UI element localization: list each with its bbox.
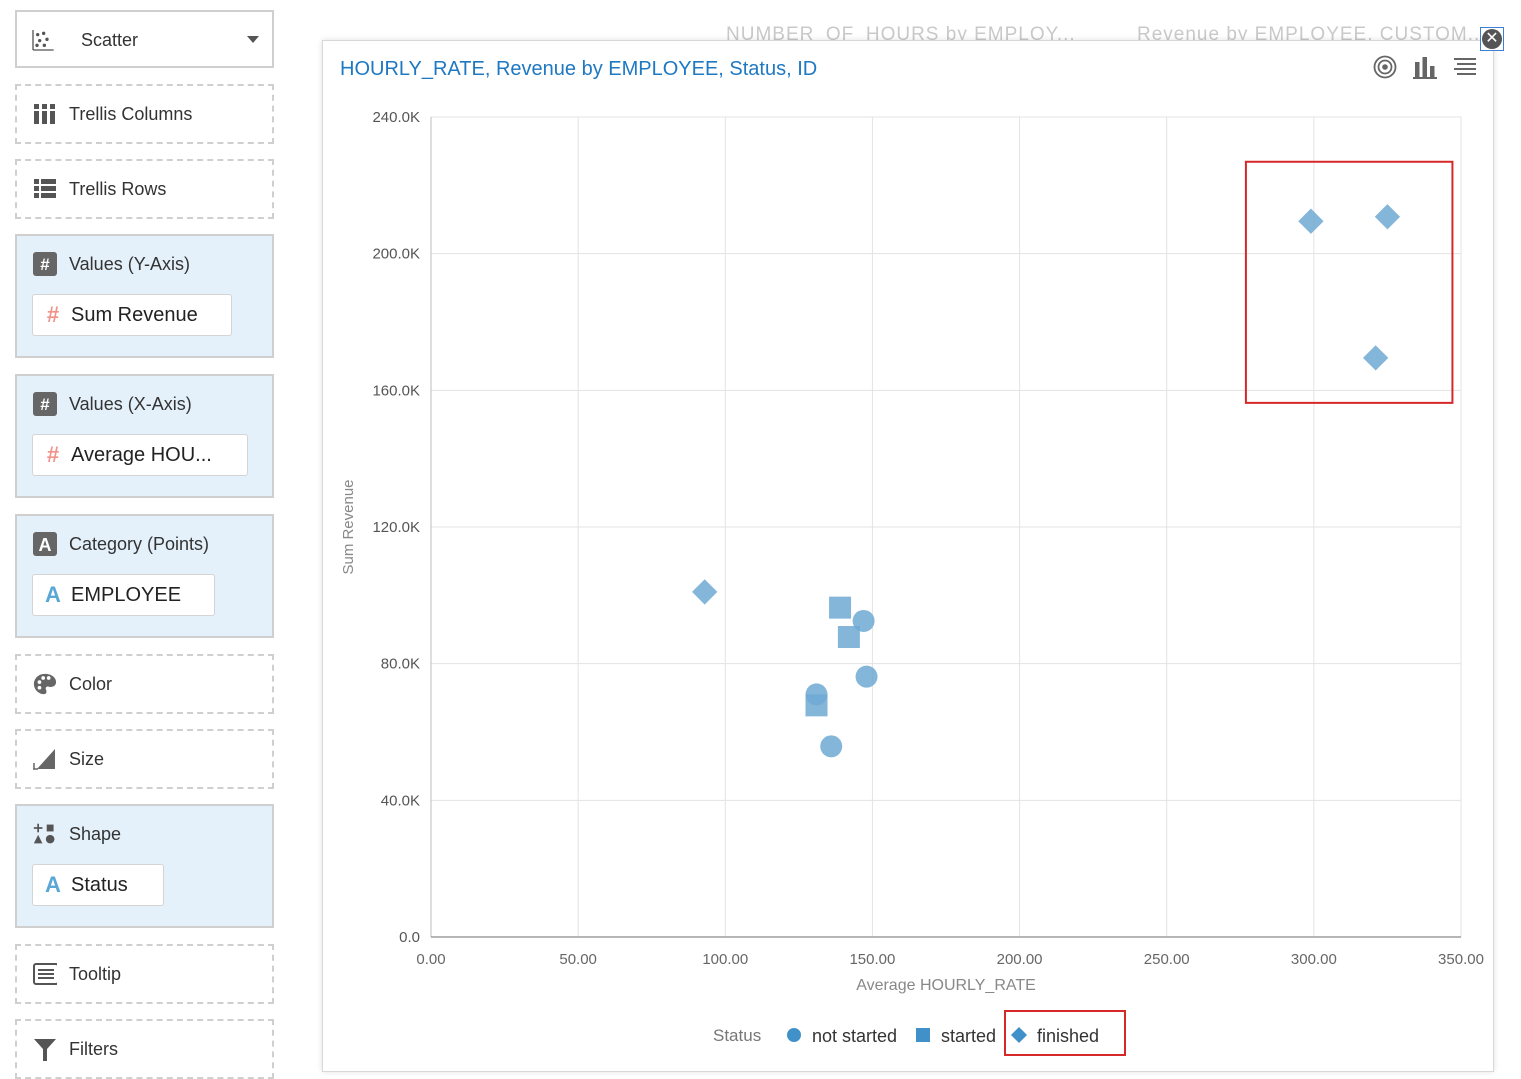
x-tick-label: 200.00 — [997, 951, 1043, 968]
shape-label: Shape — [69, 823, 122, 844]
tooltip-dropzone[interactable]: Tooltip — [15, 944, 274, 1004]
svg-text:#: # — [40, 255, 50, 274]
chart-title: HOURLY_RATE, Revenue by EMPLOYEE, Status… — [340, 58, 818, 80]
measure-hash-icon: # — [46, 442, 60, 467]
filters-dropzone[interactable]: Filters — [15, 1019, 274, 1079]
measure-hash-icon: # — [46, 302, 60, 327]
data-point-circle[interactable] — [855, 665, 878, 688]
filters-label: Filters — [69, 1038, 118, 1059]
chart-toolbar — [1373, 55, 1477, 79]
legend-label: not started — [812, 1026, 897, 1046]
color-label: Color — [69, 673, 113, 694]
close-icon: ✕ — [1482, 29, 1502, 49]
scatter-icon — [31, 28, 55, 52]
legend-marker-diamond[interactable] — [1010, 1026, 1028, 1044]
shape-dropzone[interactable]: Shape A Status — [15, 804, 274, 928]
values-y-axis-label: Values (Y-Axis) — [69, 253, 191, 274]
x-tick-label: 100.00 — [702, 951, 748, 968]
legend-marker-circle[interactable] — [787, 1028, 801, 1042]
data-point-diamond[interactable] — [1298, 208, 1324, 234]
menu-icon[interactable] — [1453, 55, 1477, 79]
data-point-diamond[interactable] — [1363, 345, 1389, 371]
attribute-a-icon: A — [45, 582, 61, 607]
trellis-rows-icon — [33, 177, 57, 201]
average-hourly-rate-pill[interactable]: # Average HOU... — [32, 434, 248, 476]
data-point-square[interactable] — [805, 694, 828, 717]
legend-title: Status — [713, 1026, 761, 1045]
sum-revenue-label: Sum Revenue — [71, 303, 198, 326]
number-icon: # — [33, 392, 57, 416]
svg-text:#: # — [40, 395, 50, 414]
trellis-columns-icon — [33, 102, 57, 126]
data-point-diamond[interactable] — [1374, 204, 1401, 230]
trellis-rows-dropzone[interactable]: Trellis Rows — [15, 159, 274, 219]
number-icon: # — [33, 252, 57, 276]
data-point-circle[interactable] — [820, 735, 843, 758]
values-x-axis-label: Values (X-Axis) — [69, 393, 192, 414]
svg-text:A: A — [39, 535, 52, 555]
data-point-diamond[interactable] — [692, 579, 718, 605]
sum-revenue-pill[interactable]: # Sum Revenue — [32, 294, 232, 336]
chart-card: HOURLY_RATE, Revenue by EMPLOYEE, Status… — [322, 40, 1494, 1072]
data-point-square[interactable] — [837, 626, 860, 649]
color-dropzone[interactable]: Color — [15, 654, 274, 714]
chart-type-select[interactable]: Scatter — [15, 10, 274, 68]
average-hourly-rate-label: Average HOU... — [71, 443, 212, 466]
status-label: Status — [71, 873, 128, 896]
legend-marker-square[interactable] — [916, 1028, 930, 1042]
left-panel: Scatter Trellis Columns Trellis Rows — [0, 0, 300, 1079]
y-tick-label: 120.0K — [372, 519, 420, 536]
x-tick-label: 150.00 — [849, 951, 895, 968]
y-tick-label: 160.0K — [372, 382, 420, 399]
close-button[interactable]: ✕ — [1480, 27, 1504, 51]
x-tick-label: 350.00 — [1438, 951, 1484, 968]
tooltip-icon — [33, 962, 57, 986]
size-dropzone[interactable]: Size — [15, 729, 274, 789]
palette-icon — [33, 672, 57, 696]
x-tick-label: 250.00 — [1144, 951, 1190, 968]
x-tick-label: 50.00 — [559, 951, 597, 968]
status-pill[interactable]: A Status — [32, 864, 164, 906]
employee-label: EMPLOYEE — [71, 583, 182, 606]
trellis-columns-label: Trellis Columns — [69, 103, 193, 124]
y-tick-label: 40.0K — [381, 792, 420, 809]
legend-label: started — [941, 1026, 996, 1046]
background-chart-title: NUMBER_OF_HOURS by EMPLOY... — [726, 24, 1076, 45]
x-tick-label: 300.00 — [1291, 951, 1337, 968]
tooltip-label: Tooltip — [69, 963, 122, 984]
attribute-icon: A — [33, 532, 57, 556]
y-tick-label: 0.0 — [399, 929, 420, 946]
category-points-label: Category (Points) — [69, 533, 210, 554]
y-axis-title: Sum Revenue — [340, 479, 357, 574]
chart-type-label: Scatter — [81, 29, 139, 50]
x-axis-title: Average HOURLY_RATE — [856, 977, 1036, 994]
y-tick-label: 80.0K — [381, 656, 420, 673]
attribute-a-icon: A — [45, 872, 61, 897]
background-chart-title: Revenue by EMPLOYEE, CUSTOM... — [1137, 24, 1487, 45]
employee-pill[interactable]: A EMPLOYEE — [32, 574, 215, 616]
x-tick-label: 0.00 — [416, 951, 445, 968]
size-icon — [33, 747, 57, 771]
size-label: Size — [69, 748, 105, 769]
filter-icon — [33, 1037, 57, 1061]
target-icon[interactable] — [1373, 55, 1397, 79]
highlight-box — [1244, 160, 1454, 404]
values-y-axis-dropzone[interactable]: # Values (Y-Axis) # Sum Revenue — [15, 234, 274, 358]
trellis-rows-label: Trellis Rows — [69, 178, 167, 199]
bar-chart-icon[interactable] — [1413, 55, 1437, 79]
legend-label: finished — [1037, 1026, 1099, 1046]
scatter-chart: 0.00 50.00 100.00 150.00 200.00 250.00 300.00 3… — [340, 109, 1484, 1056]
shapes-icon — [33, 822, 57, 846]
chevron-down-icon[interactable] — [246, 34, 260, 44]
category-points-dropzone[interactable]: A Category (Points) A EMPLOYEE — [15, 514, 274, 638]
legend-highlight-box — [1004, 1010, 1126, 1056]
y-tick-label: 200.0K — [372, 246, 420, 263]
trellis-columns-dropzone[interactable]: Trellis Columns — [15, 84, 274, 144]
values-x-axis-dropzone[interactable]: # Values (X-Axis) # Average HOU... — [15, 374, 274, 498]
y-tick-label: 240.0K — [372, 109, 420, 126]
data-point-square[interactable] — [829, 596, 852, 619]
